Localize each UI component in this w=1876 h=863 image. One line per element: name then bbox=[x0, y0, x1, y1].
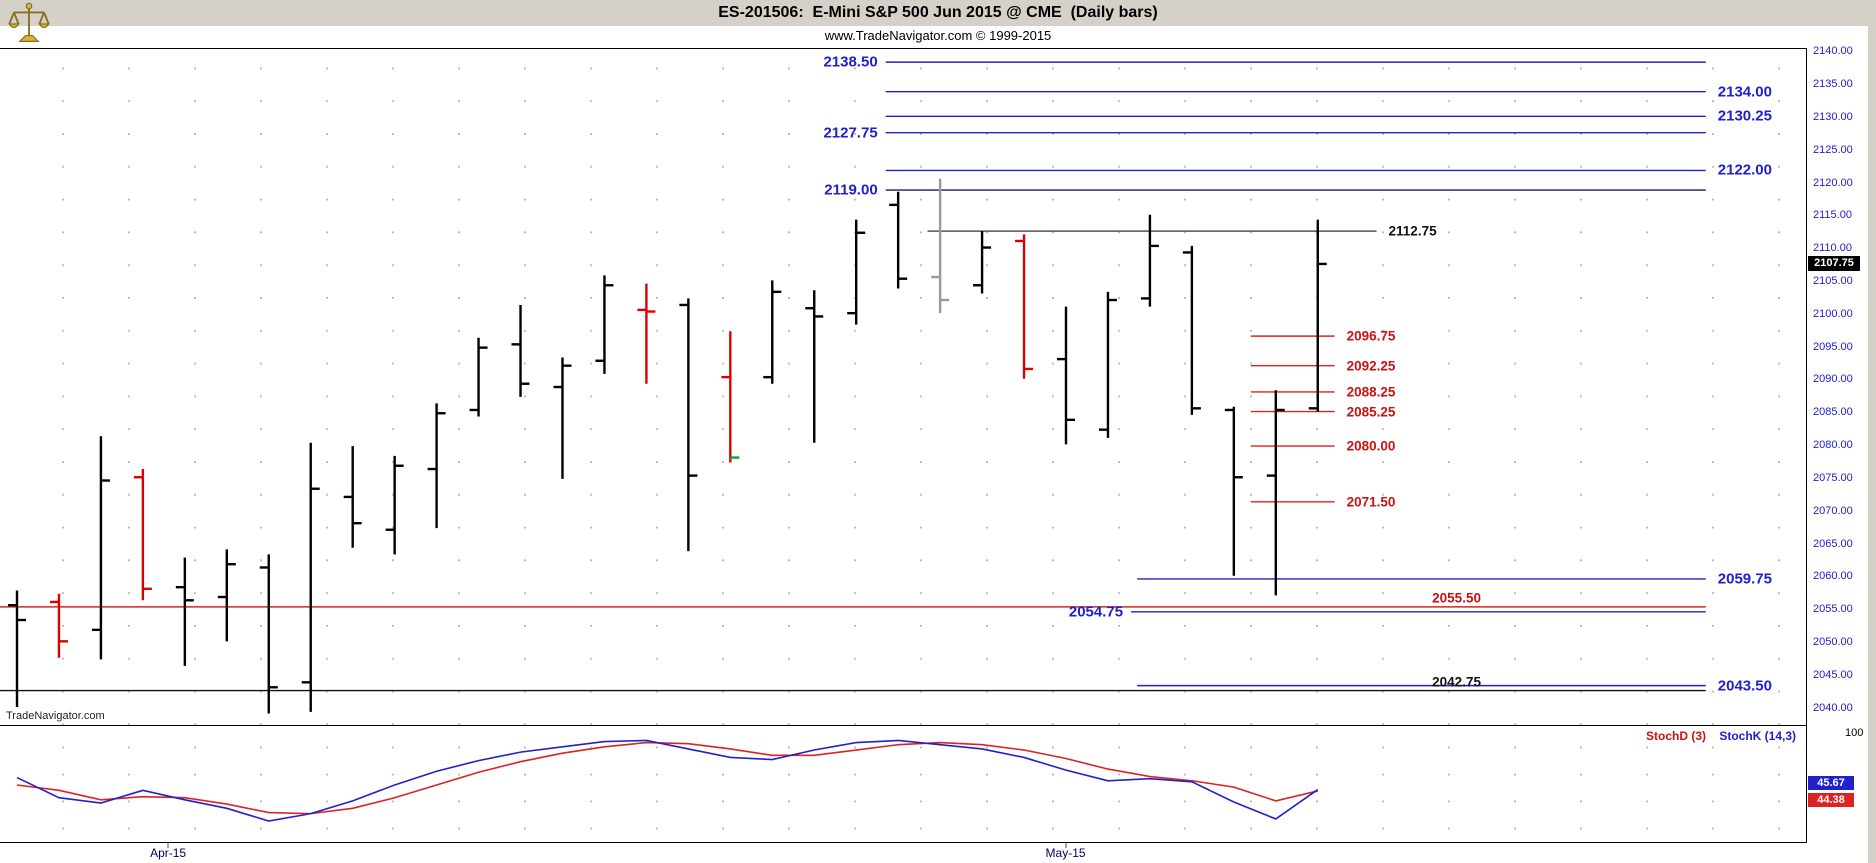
ohlc-bar bbox=[721, 331, 740, 463]
level-label-2080.00: 2080.00 bbox=[1346, 438, 1396, 454]
level-label-2134.00: 2134.00 bbox=[1717, 83, 1772, 101]
stochk-value-badge: 45.67 bbox=[1808, 775, 1854, 790]
level-label-2043.50: 2043.50 bbox=[1717, 677, 1772, 695]
ohlc-bar bbox=[133, 469, 152, 601]
stoch-scale-top-label: 100 bbox=[1845, 727, 1864, 739]
level-label-2119.00: 2119.00 bbox=[824, 181, 878, 199]
level-label-2059.75: 2059.75 bbox=[1717, 570, 1772, 588]
stochk-label: StochK (14,3) bbox=[1719, 729, 1796, 743]
price-axis-label: 2070.00 bbox=[1813, 504, 1853, 517]
time-axis: Apr-15 May-15 bbox=[0, 843, 1876, 863]
ohlc-bar bbox=[805, 290, 824, 443]
scrollbar-strip[interactable] bbox=[1868, 0, 1876, 863]
ohlc-bar bbox=[1182, 245, 1201, 415]
last-price-badge: 2107.75 bbox=[1808, 255, 1860, 271]
scales-logo-icon bbox=[8, 2, 50, 46]
ohlc-bar bbox=[1140, 214, 1159, 307]
level-label-2127.75: 2127.75 bbox=[823, 124, 878, 142]
ohlc-bar bbox=[1098, 291, 1117, 438]
price-axis-label: 2060.00 bbox=[1813, 570, 1853, 583]
ohlc-bar bbox=[1057, 306, 1075, 445]
ohlc-bar bbox=[1015, 234, 1034, 379]
ohlc-bar bbox=[595, 275, 614, 374]
price-axis-label: 2045.00 bbox=[1813, 668, 1853, 681]
chart-title: ES-201506: E-Mini S&P 500 Jun 2015 @ CME… bbox=[718, 4, 1158, 21]
level-label-2112.75: 2112.75 bbox=[1388, 223, 1437, 239]
stochastic-axis: 100 45.67 44.38 bbox=[1806, 726, 1876, 843]
ohlc-bar bbox=[259, 554, 278, 714]
ohlc-bar bbox=[8, 590, 26, 707]
price-axis-label: 2085.00 bbox=[1813, 406, 1853, 419]
ohlc-bar bbox=[343, 446, 362, 548]
price-axis-label: 2075.00 bbox=[1813, 471, 1853, 484]
ohlc-bar bbox=[91, 436, 110, 660]
price-axis-label: 2040.00 bbox=[1813, 701, 1853, 714]
stochastic-panel[interactable]: StochD (3) StochK (14,3) bbox=[0, 726, 1806, 843]
ohlc-bar bbox=[49, 593, 68, 658]
price-axis-label: 2090.00 bbox=[1813, 373, 1853, 386]
ohlc-bar bbox=[637, 283, 656, 384]
ohlc-bar bbox=[1224, 406, 1243, 576]
ohlc-bar bbox=[553, 357, 572, 479]
price-axis: 2107.75 2140.00 2135.00 2130.00 2125.00 2120… bbox=[1806, 45, 1876, 726]
month-tick bbox=[1065, 843, 1067, 848]
stochd-value-badge: 44.38 bbox=[1808, 792, 1854, 807]
price-axis-label: 2050.00 bbox=[1813, 635, 1853, 648]
price-axis-label: 2120.00 bbox=[1813, 176, 1853, 189]
month-label: May-15 bbox=[1045, 846, 1086, 860]
stochd-line bbox=[16, 741, 1318, 815]
ohlc-bar bbox=[1266, 390, 1285, 596]
ohlc-bar bbox=[427, 403, 446, 529]
level-label-2054.75: 2054.75 bbox=[1068, 603, 1124, 621]
price-chart-panel[interactable]: TradeNavigator.com 2138.50 2134.00 2130.25… bbox=[0, 48, 1806, 726]
price-axis-label: 2055.00 bbox=[1813, 603, 1853, 616]
ohlc-bar bbox=[385, 455, 404, 555]
level-label-2085.25: 2085.25 bbox=[1346, 404, 1396, 420]
ohlc-bar bbox=[301, 442, 320, 712]
stochd-label: StochD (3) bbox=[1646, 729, 1706, 743]
level-label-2130.25: 2130.25 bbox=[1717, 107, 1772, 125]
level-label-2071.50: 2071.50 bbox=[1346, 494, 1396, 510]
price-axis-label: 2125.00 bbox=[1813, 143, 1853, 156]
watermark: TradeNavigator.com bbox=[6, 710, 105, 722]
price-axis-label: 2130.00 bbox=[1813, 110, 1853, 123]
ohlc-bar bbox=[217, 549, 236, 642]
title-bar: ES-201506: E-Mini S&P 500 Jun 2015 @ CME… bbox=[0, 0, 1876, 26]
price-axis-label: 2140.00 bbox=[1813, 45, 1853, 58]
price-axis-label: 2100.00 bbox=[1813, 307, 1853, 320]
ohlc-bar bbox=[847, 219, 866, 325]
ohlc-bar bbox=[973, 231, 992, 294]
ohlc-bar bbox=[469, 337, 488, 417]
ohlc-bar bbox=[763, 280, 782, 384]
level-label-2092.25: 2092.25 bbox=[1346, 358, 1396, 374]
level-label-2122.00: 2122.00 bbox=[1717, 161, 1772, 179]
level-label-2138.50: 2138.50 bbox=[823, 53, 878, 71]
ohlc-bar bbox=[511, 304, 530, 397]
level-label-2096.75: 2096.75 bbox=[1346, 328, 1396, 344]
stochk-line bbox=[16, 739, 1319, 822]
price-axis-label: 2065.00 bbox=[1813, 537, 1853, 550]
price-axis-label: 2110.00 bbox=[1813, 242, 1852, 255]
ohlc-bar bbox=[175, 557, 194, 666]
price-axis-label: 2080.00 bbox=[1813, 439, 1853, 452]
month-label: Apr-15 bbox=[150, 846, 187, 860]
price-axis-label: 2135.00 bbox=[1813, 78, 1853, 91]
ohlc-bar bbox=[679, 298, 698, 552]
level-label-2042.75: 2042.75 bbox=[1432, 674, 1481, 690]
ohlc-bar bbox=[931, 178, 950, 314]
level-label-2088.25: 2088.25 bbox=[1346, 384, 1396, 400]
price-axis-label: 2115.00 bbox=[1813, 209, 1852, 222]
price-chart-canvas bbox=[0, 61, 1706, 714]
month-tick bbox=[167, 843, 169, 848]
stochastic-canvas bbox=[16, 739, 1319, 822]
ohlc-bar bbox=[889, 191, 908, 289]
ohlc-bar bbox=[1308, 219, 1327, 412]
chart-subtitle: www.TradeNavigator.com © 1999-2015 bbox=[824, 28, 1052, 43]
price-axis-label: 2105.00 bbox=[1813, 274, 1853, 287]
level-label-2055.50: 2055.50 bbox=[1432, 590, 1481, 606]
price-axis-label: 2095.00 bbox=[1813, 340, 1853, 353]
